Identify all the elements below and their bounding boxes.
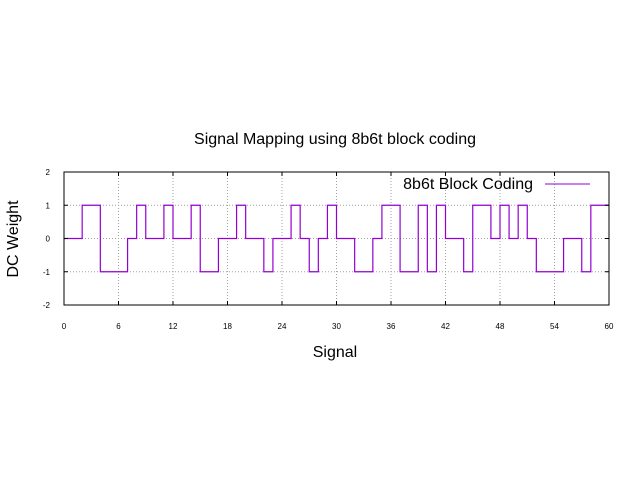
x-tick-label: 54 <box>550 322 559 331</box>
series-line <box>64 204 609 273</box>
x-tick-label: 60 <box>605 322 614 331</box>
y-tick-label: -1 <box>43 268 51 277</box>
x-tick-label: 0 <box>62 322 67 331</box>
series-layer <box>64 204 609 273</box>
legend: 8b6t Block Coding <box>403 176 590 193</box>
y-tick-label: 2 <box>46 168 51 177</box>
y-tick-label: 0 <box>46 235 51 244</box>
y-axis-label: DC Weight <box>5 200 22 278</box>
y-tick-label: 1 <box>46 201 51 210</box>
x-tick-labels: 0 6 12 18 24 30 36 42 48 54 60 <box>62 322 614 331</box>
x-axis-label: Signal <box>313 344 357 361</box>
x-tick-label: 6 <box>116 322 121 331</box>
x-tick-label: 12 <box>169 322 178 331</box>
x-tick-label: 48 <box>496 322 505 331</box>
x-tick-label: 36 <box>387 322 396 331</box>
tick-marks <box>63 171 610 306</box>
x-tick-label: 30 <box>332 322 341 331</box>
y-tick-label: -2 <box>43 301 51 310</box>
legend-series-name: 8b6t Block Coding <box>403 176 533 193</box>
x-tick-label: 18 <box>223 322 232 331</box>
x-tick-label: 42 <box>441 322 450 331</box>
x-tick-label: 24 <box>278 322 287 331</box>
chart-title: Signal Mapping using 8b6t block coding <box>194 131 476 148</box>
y-tick-labels: -2 -1 0 1 2 <box>43 168 51 310</box>
